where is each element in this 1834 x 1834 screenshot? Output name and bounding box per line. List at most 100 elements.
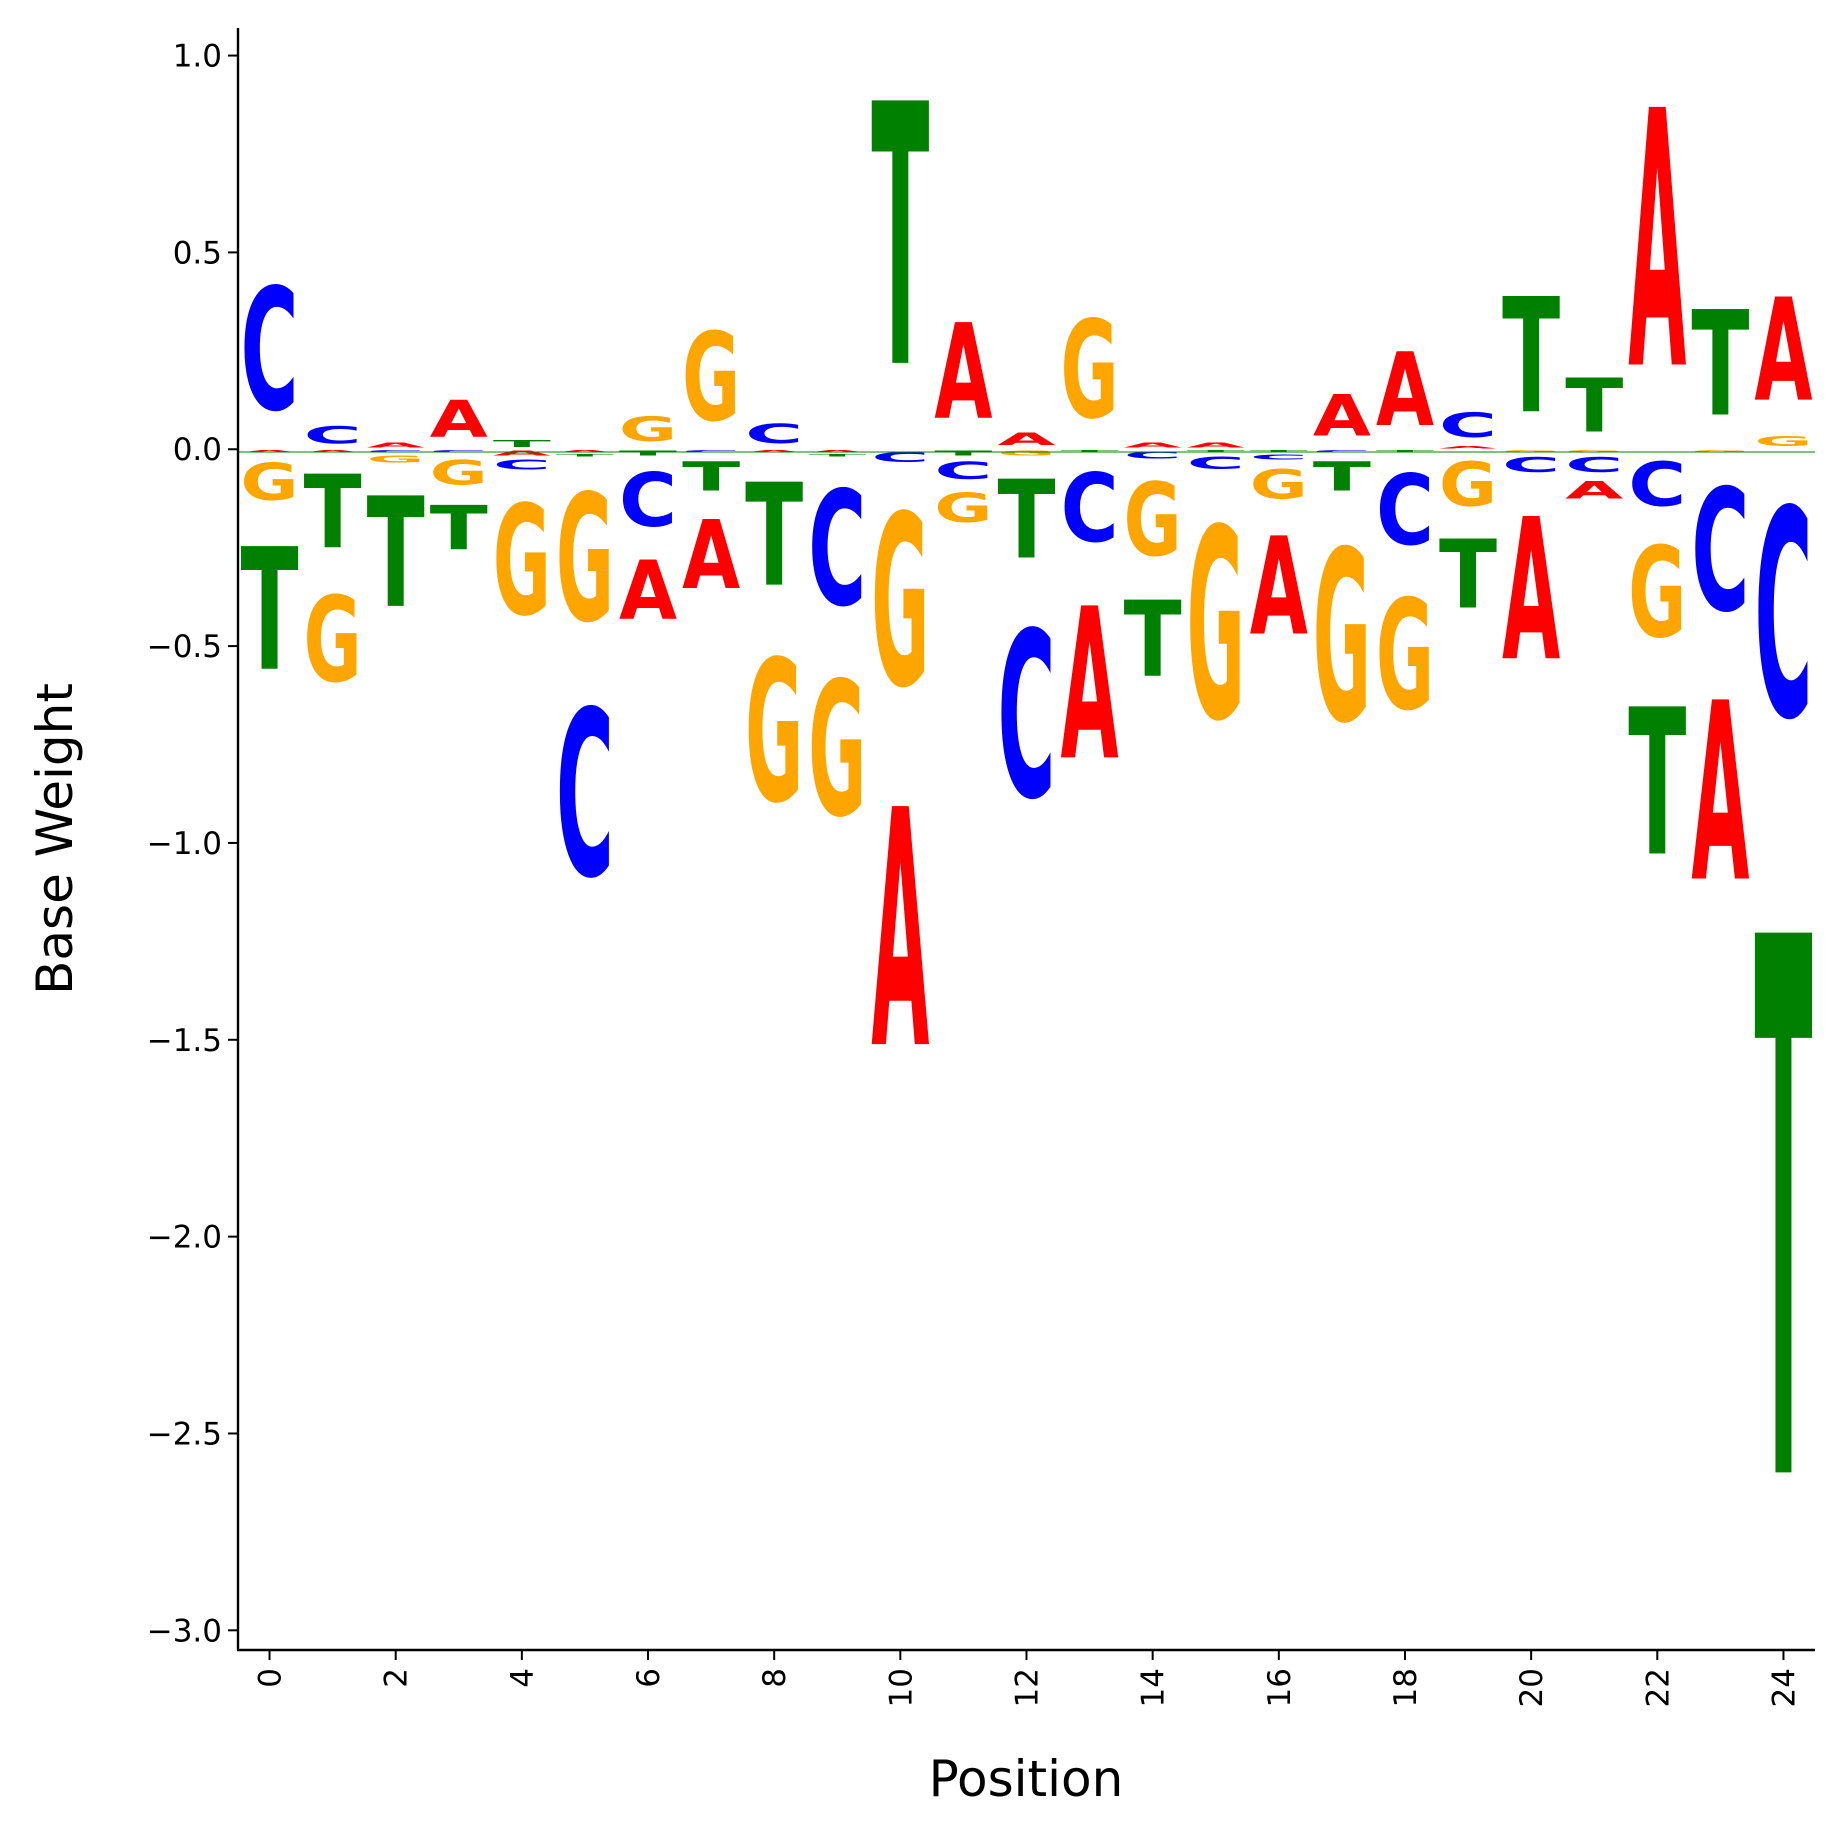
logo-letter-g-pos-2: G (367, 453, 425, 465)
logo-letter-g-pos-1: G (304, 572, 362, 709)
logo-letter-g-pos-0: G (241, 454, 299, 512)
logo-letter-a-pos-11: A (934, 297, 992, 449)
x-tick-label: 2 (379, 1668, 415, 1688)
logo-letter-a-pos-20: A (1502, 477, 1560, 704)
logo-letter-g-pos-22: G (1628, 520, 1686, 665)
logo-letter-g-pos-4: G (493, 473, 551, 650)
logo-letter-g-pos-3: G (430, 454, 488, 493)
logo-letter-t-pos-7: T (682, 453, 741, 500)
logo-letter-a-pos-0: A (241, 449, 299, 453)
logo-letter-c-pos-4: C (493, 457, 551, 473)
logo-letter-t-pos-9: T (808, 453, 866, 457)
logo-letter-c-pos-7: C (682, 449, 740, 453)
x-tick-label: 24 (1766, 1668, 1802, 1707)
logo-letter-t-pos-13: T (1061, 449, 1119, 453)
logo-letter-c-pos-2: C (367, 449, 425, 453)
logo-letter-a-pos-9: A (808, 449, 866, 453)
logo-letter-a-pos-4: A (493, 449, 551, 457)
logo-letter-a-pos-24: A (1754, 268, 1812, 433)
y-tick-label: −2.0 (147, 1220, 222, 1256)
logo-letter-c-pos-17: C (1313, 449, 1371, 453)
logo-letter-a-pos-10: A (871, 741, 929, 1121)
logo-letter-c-pos-16: C (1250, 453, 1308, 461)
logo-letter-g-pos-11: G (934, 485, 992, 532)
logo-letter-a-pos-15: A (1187, 441, 1245, 449)
logo-letter-c-pos-20: C (1502, 453, 1560, 477)
logo-letter-t-pos-0: T (241, 513, 299, 709)
logo-letter-c-pos-0: C (241, 254, 299, 450)
logo-letter-a-pos-1: A (304, 449, 362, 453)
logo-letter-a-pos-6: A (619, 545, 677, 638)
logo-letter-c-pos-13: C (1061, 453, 1119, 563)
y-tick-label: −0.5 (147, 629, 222, 665)
x-tick-label: 18 (1388, 1668, 1424, 1707)
x-tick-label: 0 (253, 1668, 289, 1688)
logo-letter-t-pos-2: T (367, 465, 425, 641)
logo-letter-t-pos-18: T (1376, 449, 1434, 453)
y-tick-label: −1.0 (147, 826, 222, 862)
logo-letter-g-pos-14: G (1124, 461, 1182, 579)
logo-letter-t-pos-10: T (871, 28, 929, 448)
y-tick-label: 1.0 (173, 39, 222, 75)
logo-letter-a-pos-17: A (1313, 382, 1371, 449)
logo-letter-g-pos-12: G (997, 449, 1055, 457)
logo-letter-t-pos-17: T (1313, 453, 1372, 500)
logo-letter-t-pos-4: T (493, 438, 551, 450)
x-tick-label: 4 (505, 1668, 541, 1688)
x-tick-label: 8 (757, 1668, 793, 1688)
y-tick-label: −3.0 (147, 1613, 222, 1649)
logo-letter-c-pos-8: C (745, 418, 803, 449)
logo-letter-c-pos-18: C (1376, 454, 1434, 567)
logo-letter-c-pos-5: C (556, 663, 614, 929)
logo-letter-t-pos-19: T (1439, 522, 1497, 631)
logo-letter-t-pos-3: T (430, 493, 488, 564)
x-tick-label: 22 (1640, 1668, 1676, 1707)
x-tick-label: 20 (1514, 1668, 1550, 1707)
logo-letter-g-pos-6: G (619, 411, 677, 450)
logo-letter-c-pos-11: C (934, 457, 992, 484)
logo-letter-g-pos-20: G (1502, 449, 1560, 453)
x-tick-label: 14 (1136, 1668, 1172, 1707)
logo-letter-c-pos-21: C (1565, 453, 1623, 477)
logo-letter-c-pos-23: C (1691, 455, 1749, 651)
logo-letter-t-pos-5: T (556, 453, 614, 457)
logo-letter-t-pos-24: T (1754, 787, 1812, 1648)
logo-letter-t-pos-12: T (997, 457, 1055, 582)
logo-letter-a-pos-12: A (997, 430, 1055, 450)
logo-letter-a-pos-3: A (430, 391, 489, 449)
logo-letter-t-pos-14: T (1124, 581, 1182, 702)
logo-letter-g-pos-21: G (1565, 449, 1623, 453)
logo-letters: CAGTCATGACGTACGTTACGATGCGTCAGCTACATGATCG… (241, 28, 1813, 1648)
x-tick-label: 12 (1010, 1668, 1046, 1707)
logo-letter-a-pos-13: A (1061, 564, 1119, 806)
x-tick-label: 16 (1262, 1668, 1298, 1707)
x-axis-title: Position (929, 1750, 1124, 1808)
logo-letter-a-pos-8: A (745, 449, 803, 453)
logo-letter-g-pos-18: G (1376, 567, 1434, 744)
logo-letter-t-pos-21: T (1565, 363, 1623, 449)
logo-letter-g-pos-23: G (1691, 449, 1749, 453)
x-tick-label: 10 (883, 1668, 919, 1707)
logo-letter-a-pos-19: A (1439, 445, 1497, 449)
logo-letter-t-pos-8: T (745, 454, 803, 619)
y-tick-label: −2.5 (147, 1416, 222, 1452)
logo-letter-t-pos-11: T (934, 449, 992, 457)
logo-letter-t-pos-22: T (1628, 666, 1686, 902)
logo-letter-t-pos-6: T (619, 449, 677, 457)
logo-letter-g-pos-24: G (1754, 434, 1812, 450)
logo-letter-t-pos-23: T (1691, 280, 1749, 448)
y-axis-title: Base Weight (26, 683, 84, 995)
logo-letter-c-pos-9: C (808, 459, 866, 642)
logo-letter-c-pos-14: C (1124, 450, 1182, 462)
logo-letter-a-pos-16: A (1250, 509, 1308, 666)
logo-letter-a-pos-2: A (367, 441, 425, 449)
logo-letter-a-pos-5: A (556, 449, 614, 453)
y-tick-label: 0.5 (173, 235, 222, 271)
logo-letter-g-pos-13: G (1061, 293, 1119, 450)
logo-letter-a-pos-22: A (1628, 38, 1686, 449)
logo-letter-g-pos-16: G (1250, 461, 1308, 508)
logo-letter-c-pos-1: C (304, 422, 362, 449)
x-tick-label: 6 (631, 1668, 667, 1688)
logo-letter-a-pos-7: A (682, 502, 740, 612)
